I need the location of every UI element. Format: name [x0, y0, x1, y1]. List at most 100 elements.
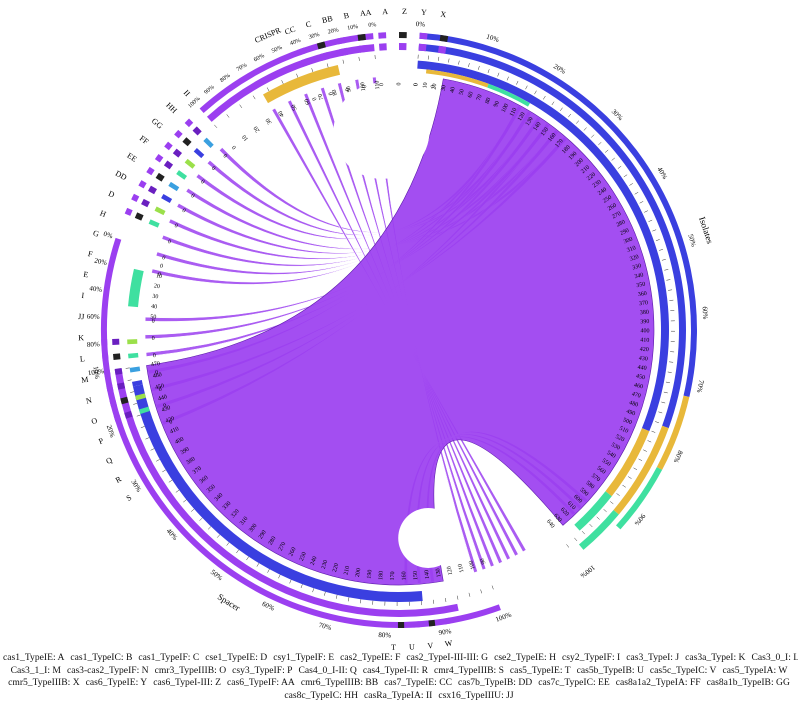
zero-label-top: 0 — [430, 85, 436, 89]
isolate-tick-label: 420 — [639, 347, 648, 354]
spacer-percent-label: 40% — [165, 527, 180, 542]
zero-label-top: 0 — [312, 96, 319, 101]
sector-labels: 0 10 20 30 40 50 60 70 80 90 100110120130140150160… — [78, 7, 715, 650]
isolate-tick-label: 600 — [572, 494, 583, 505]
spacer-tick-label: 280 — [268, 536, 278, 547]
spacer-tick-label: 140 — [424, 570, 431, 580]
gene-mark-inner — [172, 148, 183, 158]
gene-letter-left: JJ — [78, 312, 85, 321]
isolate-tick-label: 470 — [631, 391, 641, 399]
isolate-tick-label: 180 — [561, 144, 572, 155]
crispr-tick-label: 90 — [346, 86, 353, 93]
legend-item: cas8a1a2_TypeIA: FF — [615, 677, 701, 689]
gene-letter-left: I — [81, 291, 85, 300]
gene-mark-inner — [182, 137, 192, 147]
crispr-percent-label: 90% — [203, 84, 215, 96]
legend-item: cmr4_TypeIIIB: S — [433, 664, 504, 676]
legend-item: Cas3_1_I: M — [10, 664, 61, 676]
isolate-tick-label: 640 — [545, 519, 555, 530]
gene-mark-inner — [120, 396, 129, 405]
isolate-tick-label: 610 — [566, 501, 577, 512]
crispr-tick — [326, 63, 329, 68]
isolate-tick — [655, 239, 660, 241]
spacer-tick-label: 330 — [222, 501, 233, 512]
crispr-tick — [296, 73, 299, 78]
spacer-tick — [246, 556, 249, 561]
isolate-tick-label: 440 — [637, 365, 647, 372]
legend-item: cmr6_TypeIIIB: BB — [300, 677, 379, 689]
bottom-gene-mark — [428, 619, 436, 627]
isolate-tick — [568, 113, 572, 118]
spacer-tick-label: 450 — [155, 383, 165, 391]
gene-mark-color — [154, 206, 166, 216]
gene-letter-left: R — [114, 474, 124, 485]
spacer-tick-label: 430 — [161, 405, 171, 414]
gene-letter-top: C — [305, 19, 313, 29]
spacer-tick — [456, 595, 459, 600]
spacer-tick-label: 350 — [206, 484, 217, 494]
gene-letter-bottom: T — [391, 643, 396, 650]
spacer-tick-label: 100 — [468, 560, 476, 570]
isolate-tick-label: 90 — [493, 100, 501, 108]
isolate-tick-label: 300 — [623, 237, 634, 246]
legend-item: cmr3_TypeIIIB: O — [154, 664, 227, 676]
gene-letter-left: S — [125, 493, 134, 503]
isolate-tick — [589, 523, 593, 528]
spacer-tick — [335, 594, 338, 599]
top-gene-mark — [439, 34, 449, 43]
i-percent-label: 40% — [89, 284, 103, 294]
isolate-tick — [583, 127, 587, 131]
gene-mark-color — [161, 194, 173, 203]
top-gene-mark — [419, 32, 428, 40]
isolates-percent-label: 10% — [485, 33, 500, 45]
spacer-tick-label: 240 — [310, 556, 319, 567]
spacer-tick — [278, 574, 281, 579]
gene-letter-top: CC — [283, 24, 296, 36]
zero-label: 0 — [163, 403, 168, 410]
spacer-tick-label: 200 — [355, 568, 362, 578]
crispr-tick-label: 40 — [278, 110, 286, 118]
top-gene-mark-inner — [437, 45, 447, 54]
isolate-tick — [659, 249, 664, 251]
spacer-tick — [324, 591, 326, 596]
gene-letter-top: BB — [321, 14, 333, 25]
legend-item: cas1_TypeIF: C — [138, 652, 200, 663]
gene-letter-left: HH — [164, 101, 179, 116]
isolates-gold-band — [425, 69, 489, 88]
zero-label-top: 0 — [345, 87, 351, 91]
isolate-tick-label: 50 — [458, 89, 465, 96]
crispr-percent-label: 20% — [327, 27, 339, 35]
isolate-tick — [497, 72, 500, 77]
gene-mark-color — [129, 366, 141, 373]
isolate-tick-label: 340 — [634, 272, 644, 280]
isolate-tick — [566, 544, 570, 548]
spacer-tick — [312, 588, 315, 593]
legend-item: Cas3_0_I: L — [751, 652, 798, 663]
gene-mark — [154, 153, 164, 163]
zero-label: 0 — [155, 370, 159, 376]
crispr-tick-label: 110 — [375, 80, 382, 89]
gene-letter-top: Z — [402, 7, 407, 16]
gene-mark — [113, 414, 122, 423]
chord-link-crispr — [287, 99, 519, 557]
legend-item: csy1_TypeIF: E — [273, 652, 335, 663]
isolate-tick-label: 630 — [552, 513, 562, 524]
isolates-percent-label: 40% — [655, 166, 669, 181]
spacer-percent-label: 70% — [318, 621, 333, 632]
gene-mark-color — [203, 137, 214, 148]
isolate-tick-label: 310 — [626, 245, 636, 254]
isolate-tick-label: 140 — [533, 121, 543, 132]
spacer-percent-label: 20% — [105, 424, 117, 439]
crispr-tick — [281, 80, 284, 84]
spacer-percent-label: 90% — [438, 627, 452, 637]
crispr-tick — [311, 68, 314, 73]
spacer-tick-label: 320 — [230, 508, 240, 519]
gene-letter-left: E — [83, 270, 89, 280]
gene-mark — [124, 207, 133, 216]
isolate-tick — [559, 107, 563, 112]
crispr-outer-ring — [199, 33, 374, 114]
spacer-percent-label: 10% — [92, 366, 102, 380]
i-percent-label: 20% — [94, 257, 108, 268]
gene-letter-left: D — [107, 189, 116, 200]
bottom-gene-mark — [413, 621, 420, 628]
